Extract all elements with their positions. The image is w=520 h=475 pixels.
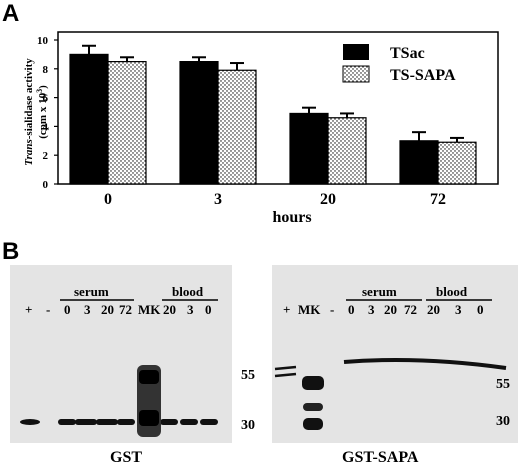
- legend-swatch-tssapa: [342, 65, 370, 83]
- left-lane-label: 72: [119, 302, 132, 317]
- left-blood-label: blood: [172, 284, 204, 299]
- right-blood-label: blood: [436, 284, 468, 299]
- y-tick-label: 2: [43, 150, 49, 162]
- left-band-serum-72: [117, 419, 135, 425]
- legend-label-tsac: TSac: [390, 45, 425, 62]
- x-tick-label: 72: [430, 191, 446, 208]
- left-band-plus: [20, 419, 40, 425]
- left-lane-label: MK: [138, 302, 161, 317]
- left-mk-band-30: [139, 410, 159, 426]
- left-band-blood-0: [200, 419, 218, 425]
- right-lane-label: -: [330, 302, 335, 317]
- y-tick-label: 4: [43, 121, 49, 133]
- right-lane-label: 20: [427, 302, 440, 317]
- right-mk-band-mid: [303, 403, 323, 411]
- legend: TSac TS-SAPA: [342, 44, 456, 84]
- bar-tsac: [179, 60, 219, 185]
- right-lane-label: 0: [477, 302, 484, 317]
- bar-chart: Trans-sialidase activity (cpm x 103) 0 2 4…: [23, 31, 499, 226]
- left-band-serum-20: [96, 419, 118, 425]
- left-marker-55: 55: [241, 368, 255, 383]
- right-lane-label: 3: [368, 302, 375, 317]
- plot-frame: [57, 31, 499, 185]
- right-mk-band-55: [302, 376, 324, 390]
- x-tick-label: 20: [320, 191, 336, 208]
- legend-swatch-tsac: [343, 44, 369, 60]
- left-blot-caption: GST: [110, 449, 143, 466]
- left-band-serum-3: [75, 419, 97, 425]
- x-axis-label: hours: [272, 209, 311, 226]
- y-axis-label-rest: -sialidase activity: [23, 58, 35, 139]
- x-tick-label: 3: [214, 191, 222, 208]
- right-lane-label: 3: [455, 302, 462, 317]
- bar-ts-sapa: [107, 60, 147, 185]
- right-band-plus-upper: [274, 365, 297, 371]
- right-band-gst-sapa: [343, 358, 507, 370]
- left-band-blood-3: [180, 419, 198, 425]
- left-lane-label: 20: [101, 302, 114, 317]
- left-lane-label: 3: [187, 302, 194, 317]
- panel-a-letter: A: [2, 0, 20, 27]
- y-axis-label: Trans-sialidase activity: [23, 58, 35, 166]
- right-lane-label: +: [283, 302, 291, 317]
- left-band-blood-20: [160, 419, 178, 425]
- y-tick-label: 8: [43, 64, 49, 76]
- legend-label-tssapa: TS-SAPA: [390, 67, 456, 84]
- right-lane-label: 72: [404, 302, 417, 317]
- right-blot-caption: GST-SAPA: [342, 449, 419, 466]
- y-axis-label-units: (cpm x 103): [35, 85, 49, 139]
- left-lane-label: 0: [205, 302, 212, 317]
- right-mk-band-30: [303, 418, 323, 430]
- right-lane-label: 20: [384, 302, 397, 317]
- right-marker-55: 55: [496, 377, 510, 392]
- left-marker-30: 30: [241, 418, 255, 433]
- panel-b-letter: B: [2, 238, 20, 265]
- bar-ts-sapa: [217, 69, 257, 185]
- y-tick-label: 0: [43, 179, 49, 191]
- left-lane-label: 20: [163, 302, 176, 317]
- y-tick-label: 6: [43, 93, 49, 105]
- right-marker-30: 30: [496, 414, 510, 429]
- left-mk-band-55: [139, 370, 159, 384]
- left-serum-label: serum: [74, 284, 109, 299]
- right-lane-label: 0: [348, 302, 355, 317]
- y-tick-label: 10: [37, 35, 49, 47]
- left-lane-label: -: [46, 302, 51, 317]
- right-blot-image: [272, 265, 518, 443]
- right-band-plus-lower: [274, 372, 297, 378]
- left-lane-label: 0: [64, 302, 71, 317]
- left-lane-label: +: [25, 302, 33, 317]
- left-band-serum-0: [58, 419, 76, 425]
- left-lane-label: 3: [84, 302, 91, 317]
- right-serum-label: serum: [362, 284, 397, 299]
- y-axis-label-italic: Trans: [23, 139, 35, 166]
- left-blot-image: [10, 265, 232, 443]
- right-lane-label: MK: [298, 302, 321, 317]
- x-tick-label: 0: [104, 191, 112, 208]
